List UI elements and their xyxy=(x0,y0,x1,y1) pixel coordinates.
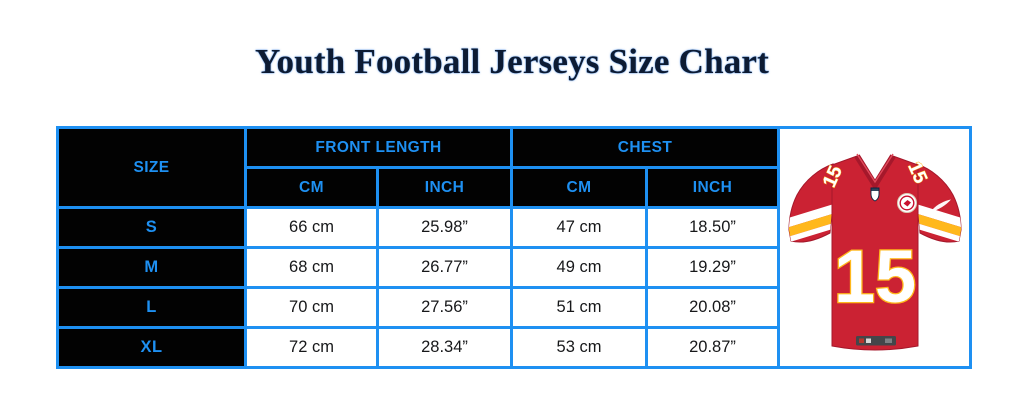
jersey-image: 15 15 xyxy=(788,153,962,350)
jock-tag xyxy=(855,335,896,345)
chest-inch-cell: 18.50” xyxy=(644,206,781,249)
jersey-chest-number: 15 xyxy=(833,235,915,318)
header-chest-cm: CM xyxy=(510,166,648,209)
header-size: SIZE xyxy=(56,126,247,209)
table-row-xl: XL 72 cm 28.34” 53 cm 20.87” xyxy=(56,326,971,369)
chest-cm-cell: 51 cm xyxy=(510,286,648,329)
chest-inch-cell: 19.29” xyxy=(644,246,781,289)
front-cm-cell: 66 cm xyxy=(244,206,379,249)
front-inch-cell: 28.34” xyxy=(376,326,513,369)
jersey-cell: 15 15 xyxy=(777,126,973,369)
table-row-l: L 70 cm 27.56” 51 cm 20.08” xyxy=(56,286,971,329)
header-row-units: CM INCH CM INCH xyxy=(58,166,971,209)
size-cell: L xyxy=(56,286,247,329)
chest-cm-cell: 47 cm xyxy=(510,206,648,249)
chest-cm-cell: 49 cm xyxy=(510,246,648,289)
size-cell: XL xyxy=(56,326,247,369)
swoosh-icon xyxy=(930,199,951,212)
chest-inch-cell: 20.87” xyxy=(644,326,781,369)
size-cell: M xyxy=(56,246,247,289)
table-row-s: S 66 cm 25.98” 47 cm 18.50” xyxy=(56,206,971,249)
jersey-collar xyxy=(853,153,896,188)
size-cell: S xyxy=(56,206,247,249)
nfl-shield-icon xyxy=(870,187,879,202)
front-inch-cell: 25.98” xyxy=(376,206,513,249)
chest-inch-cell: 20.08” xyxy=(644,286,781,329)
front-cm-cell: 70 cm xyxy=(244,286,379,329)
front-cm-cell: 68 cm xyxy=(244,246,379,289)
header-chest-inch: INCH xyxy=(644,166,781,209)
page-title: Youth Football Jerseys Size Chart xyxy=(254,42,770,81)
front-inch-cell: 27.56” xyxy=(376,286,513,329)
header-chest: CHEST xyxy=(509,126,781,169)
front-cm-cell: 72 cm xyxy=(244,326,379,369)
header-front-length: FRONT LENGTH xyxy=(244,126,513,169)
header-row-groups: SIZE FRONT LENGTH CHEST xyxy=(56,126,973,369)
chest-cm-cell: 53 cm xyxy=(510,326,648,369)
header-front-inch: INCH xyxy=(376,166,513,209)
size-chart-table: SIZE FRONT LENGTH CHEST xyxy=(56,126,973,369)
table-row-m: M 68 cm 26.77” 49 cm 19.29” xyxy=(56,246,971,289)
header-front-cm: CM xyxy=(244,166,379,209)
jersey-left-sleeve xyxy=(788,162,834,242)
team-patch-icon xyxy=(896,192,917,213)
front-inch-cell: 26.77” xyxy=(376,246,513,289)
jersey-right-sleeve xyxy=(916,162,962,242)
